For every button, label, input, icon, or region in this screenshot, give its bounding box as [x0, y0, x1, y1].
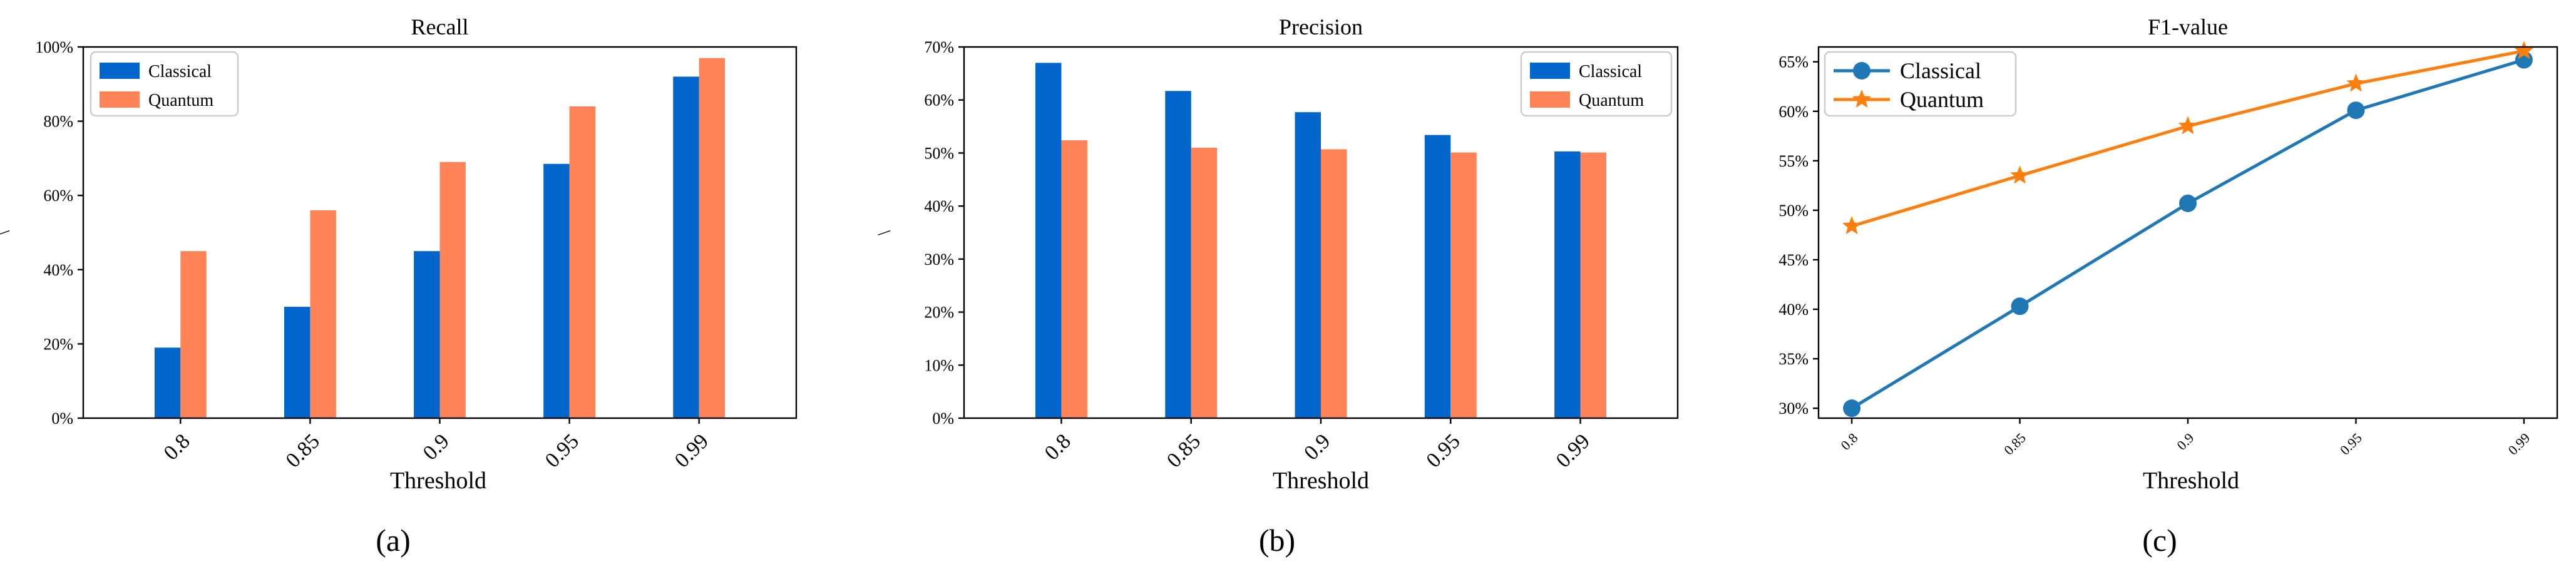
bar-classical-0.95	[543, 163, 570, 418]
y-tick-label: 0%	[932, 409, 954, 428]
legend-marker	[1853, 62, 1870, 79]
x-tick-label: 0.85	[2001, 430, 2029, 458]
x-tick-label: 0.99	[2505, 430, 2533, 458]
panel-label: (c)	[2142, 523, 2177, 558]
y-tick-label: 20%	[924, 304, 954, 322]
y-tick-label: 60%	[1778, 103, 1809, 121]
point-quantum-0.99	[2514, 41, 2534, 59]
point-quantum-0.8	[1842, 216, 1862, 235]
x-axis-label: Threshold	[1273, 468, 1369, 494]
legend-label-quantum: Quantum	[1900, 87, 1984, 112]
bar-quantum-0.9	[439, 161, 466, 418]
legend-swatch-classical	[1530, 63, 1570, 79]
point-classical-0.9	[2179, 194, 2197, 212]
point-quantum-0.95	[2346, 73, 2366, 92]
bar-quantum-0.8	[180, 251, 207, 418]
legend: Classical Quantum	[1520, 51, 1673, 117]
y-tick-label: 35%	[1778, 350, 1809, 368]
y-tick-label: 50%	[1778, 202, 1809, 220]
point-classical-0.85	[2011, 297, 2029, 315]
bar-quantum-0.95	[569, 106, 596, 418]
y-tick-label: 0%	[51, 409, 73, 428]
y-axis-label: \	[874, 230, 895, 235]
point-classical-0.8	[1843, 399, 1861, 418]
bar-quantum-0.99	[699, 58, 726, 419]
bar-classical-0.99	[1554, 151, 1581, 418]
bar-classical-0.95	[1424, 135, 1451, 418]
y-tick-label: 50%	[924, 144, 954, 162]
x-axis-label: Threshold	[2143, 468, 2239, 494]
chart-title: F1-value	[2148, 14, 2228, 39]
x-tick-label: 0.8	[1837, 430, 1860, 453]
legend-label-classical: Classical	[1900, 58, 1981, 83]
bar-quantum-0.95	[1450, 152, 1477, 418]
legend-swatch-classical	[100, 63, 140, 79]
legend-label-quantum: Quantum	[1579, 91, 1644, 110]
y-tick-label: 40%	[924, 197, 954, 215]
point-quantum-0.9	[2178, 116, 2198, 135]
x-tick-label: 0.99	[1552, 429, 1594, 472]
legend-label-classical: Classical	[1579, 62, 1642, 81]
x-tick-label: 0.9	[2173, 430, 2197, 453]
y-tick-label: 10%	[924, 356, 954, 374]
bar-classical-0.85	[284, 307, 310, 418]
chart-title: Recall	[411, 14, 469, 39]
x-tick-label: 0.85	[1162, 429, 1205, 472]
y-tick-label: 70%	[924, 38, 954, 56]
y-tick-label: 60%	[924, 91, 954, 110]
y-tick-label: 45%	[1778, 251, 1809, 269]
bar-classical-0.9	[414, 251, 440, 418]
legend: Classical Quantum	[1824, 51, 2017, 117]
legend-label-classical: Classical	[148, 62, 212, 81]
legend-marker	[1852, 90, 1872, 108]
x-tick-label: 0.8	[160, 429, 195, 464]
bar-classical-0.85	[1165, 91, 1191, 418]
x-tick-label: 0.9	[1300, 429, 1335, 464]
y-tick-label: 80%	[43, 113, 73, 131]
y-tick-label: 30%	[924, 250, 954, 269]
bar-classical-0.9	[1295, 112, 1321, 418]
y-tick-label: 20%	[43, 335, 73, 353]
legend-label-quantum: Quantum	[148, 91, 213, 110]
chart-b: 0% 10% 20% 30% 40% 50% 60% 70% 0.8 0.85 0.9 0.95 0.9…	[874, 14, 1679, 558]
bar-classical-0.99	[673, 76, 699, 418]
bar-classical-0.8	[154, 347, 181, 418]
x-tick-label: 0.99	[670, 429, 713, 472]
bar-quantum-0.85	[310, 210, 336, 418]
y-tick-label: 55%	[1778, 152, 1809, 170]
x-axis-label: Threshold	[390, 468, 486, 494]
y-tick-label: 40%	[43, 261, 73, 279]
bar-quantum-0.85	[1191, 147, 1218, 418]
x-tick-label: 0.95	[1422, 429, 1465, 472]
bar-classical-0.8	[1035, 63, 1062, 418]
bar-quantum-0.8	[1061, 140, 1087, 418]
legend-swatch-quantum	[1530, 91, 1570, 108]
y-tick-label: 100%	[35, 38, 73, 56]
y-tick-label: 65%	[1778, 53, 1809, 71]
x-tick-label: 0.9	[419, 429, 454, 464]
y-axis-label: \	[0, 230, 14, 235]
y-tick-label: 40%	[1778, 300, 1809, 319]
bar-quantum-0.99	[1580, 152, 1606, 418]
chart-c: 30% 35% 40% 45% 50% 55% 60% 65% 0.8 0.85 0.9 0.95 0.…	[1778, 14, 2558, 558]
legend-swatch-quantum	[100, 91, 140, 108]
panel-label: (a)	[376, 523, 411, 558]
point-classical-0.95	[2347, 101, 2365, 120]
x-tick-label: 0.95	[541, 429, 583, 472]
y-tick-label: 30%	[1778, 399, 1809, 418]
bar-quantum-0.9	[1321, 149, 1347, 418]
x-tick-label: 0.85	[282, 429, 324, 472]
x-tick-label: 0.95	[2337, 430, 2365, 458]
point-quantum-0.85	[2010, 165, 2029, 184]
x-tick-label: 0.8	[1040, 429, 1075, 464]
chart-title: Precision	[1279, 14, 1363, 39]
panel-label: (b)	[1259, 523, 1295, 558]
chart-a: 0% 20% 40% 60% 80% 100% 0.8 0.85 0.9 0.95 0.99 Reca…	[0, 14, 798, 558]
legend: Classical Quantum	[90, 51, 239, 117]
y-tick-label: 60%	[43, 187, 73, 205]
